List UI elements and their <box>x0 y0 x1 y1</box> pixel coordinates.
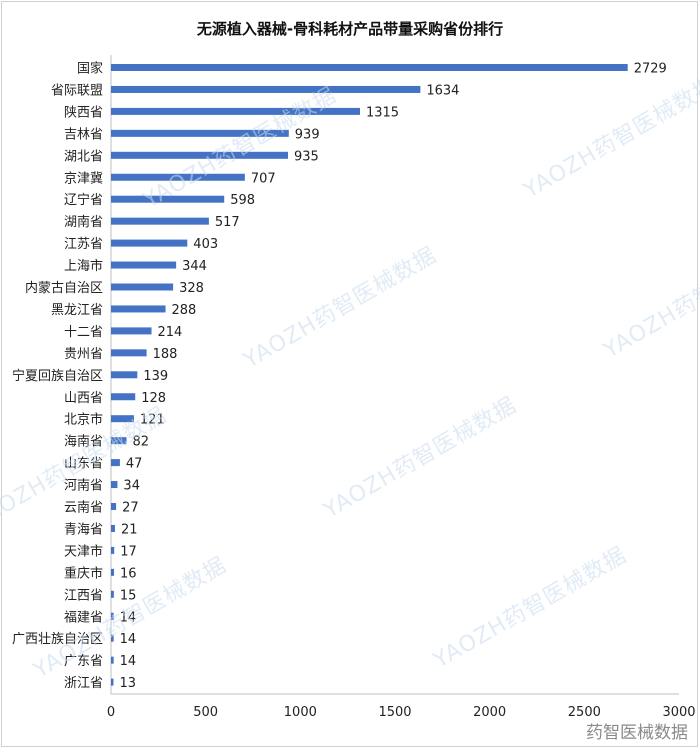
data-label: 1315 <box>366 105 399 120</box>
bar <box>111 612 114 620</box>
category-label: 山东省 <box>64 457 103 472</box>
data-label: 14 <box>120 610 137 625</box>
x-tick-label: 500 <box>193 705 218 720</box>
category-label: 省际联盟 <box>51 83 103 98</box>
category-label: 内蒙古自治区 <box>25 280 103 296</box>
data-label: 188 <box>153 347 178 362</box>
category-label: 吉林省 <box>64 127 103 142</box>
category-label: 山西省 <box>64 391 103 406</box>
category-label: 江苏省 <box>64 236 103 252</box>
bar <box>111 393 136 401</box>
category-label: 京津冀 <box>64 170 103 186</box>
category-label: 国家 <box>77 61 103 77</box>
bar <box>111 678 114 686</box>
data-label: 344 <box>182 259 207 274</box>
data-label: 15 <box>120 588 137 603</box>
category-label: 浙江省 <box>64 676 103 691</box>
data-label: 121 <box>140 413 165 428</box>
x-tick-label: 2500 <box>568 705 601 720</box>
data-label: 214 <box>158 325 183 340</box>
bar <box>111 305 166 313</box>
bar <box>111 415 134 423</box>
bar <box>111 173 245 181</box>
bar <box>111 151 289 159</box>
data-label: 82 <box>133 435 150 450</box>
bar <box>111 546 115 554</box>
data-label: 139 <box>143 369 168 384</box>
category-label: 天津市 <box>64 543 103 559</box>
bar <box>111 283 174 291</box>
bar <box>111 129 289 137</box>
bar <box>111 503 117 510</box>
category-label: 十二省 <box>64 325 103 340</box>
footer-mark: 药智医械数据 <box>586 723 688 743</box>
x-tick-label: 2000 <box>473 705 506 720</box>
category-label: 辽宁省 <box>64 192 103 208</box>
data-label: 288 <box>172 303 197 318</box>
data-label: 21 <box>121 522 138 537</box>
x-tick-label: 3000 <box>662 705 695 720</box>
bar <box>111 481 118 489</box>
data-label: 17 <box>120 544 137 559</box>
category-label: 北京市 <box>64 412 103 428</box>
category-label: 宁夏回族自治区 <box>12 368 103 384</box>
data-label: 517 <box>215 215 240 230</box>
data-label: 403 <box>193 237 218 252</box>
data-label: 935 <box>294 149 319 164</box>
x-tick-label: 0 <box>107 705 115 720</box>
category-label: 云南省 <box>64 500 103 516</box>
category-label: 上海市 <box>64 258 103 274</box>
category-label: 青海省 <box>64 522 103 537</box>
bar <box>111 634 114 642</box>
data-label: 14 <box>120 654 137 669</box>
bar <box>111 195 225 203</box>
bar <box>111 64 628 71</box>
bar <box>111 261 177 269</box>
category-label: 福建省 <box>64 610 103 625</box>
bar <box>111 371 138 379</box>
data-label: 1634 <box>426 83 459 98</box>
bar <box>111 459 120 467</box>
category-label: 广东省 <box>64 654 103 669</box>
bar <box>111 239 188 247</box>
bar <box>111 656 114 664</box>
bar <box>111 568 115 576</box>
category-label: 河南省 <box>64 478 103 494</box>
category-label: 海南省 <box>64 434 103 450</box>
data-label: 16 <box>120 566 137 581</box>
bar <box>111 590 114 598</box>
data-label: 939 <box>295 127 320 142</box>
data-label: 13 <box>119 676 136 691</box>
category-label: 江西省 <box>64 588 103 603</box>
bar <box>111 85 421 93</box>
category-label: 重庆市 <box>64 565 103 581</box>
category-label: 黑龙江省 <box>51 303 103 318</box>
category-label: 湖北省 <box>64 149 103 164</box>
data-label: 14 <box>120 632 137 647</box>
x-tick-label: 1000 <box>284 705 317 720</box>
data-label: 34 <box>123 479 140 494</box>
data-label: 598 <box>230 193 255 208</box>
category-label: 贵州省 <box>64 347 103 362</box>
data-label: 2729 <box>634 62 667 77</box>
category-label: 湖南省 <box>64 214 103 230</box>
bar <box>111 327 152 335</box>
data-label: 707 <box>251 171 276 186</box>
bar <box>111 349 147 357</box>
bar <box>111 524 115 532</box>
bar <box>111 217 209 225</box>
bar <box>111 437 127 445</box>
data-label: 27 <box>122 501 139 516</box>
category-label: 陕西省 <box>64 105 103 120</box>
data-label: 328 <box>179 281 204 296</box>
bar <box>111 107 360 115</box>
data-label: 128 <box>141 391 166 406</box>
category-label: 广西壮族自治区 <box>12 631 103 647</box>
chart-title: 无源植入器械-骨科耗材产品带量采购省份排行 <box>196 20 504 38</box>
x-tick-label: 1500 <box>378 705 411 720</box>
data-label: 47 <box>126 457 143 472</box>
